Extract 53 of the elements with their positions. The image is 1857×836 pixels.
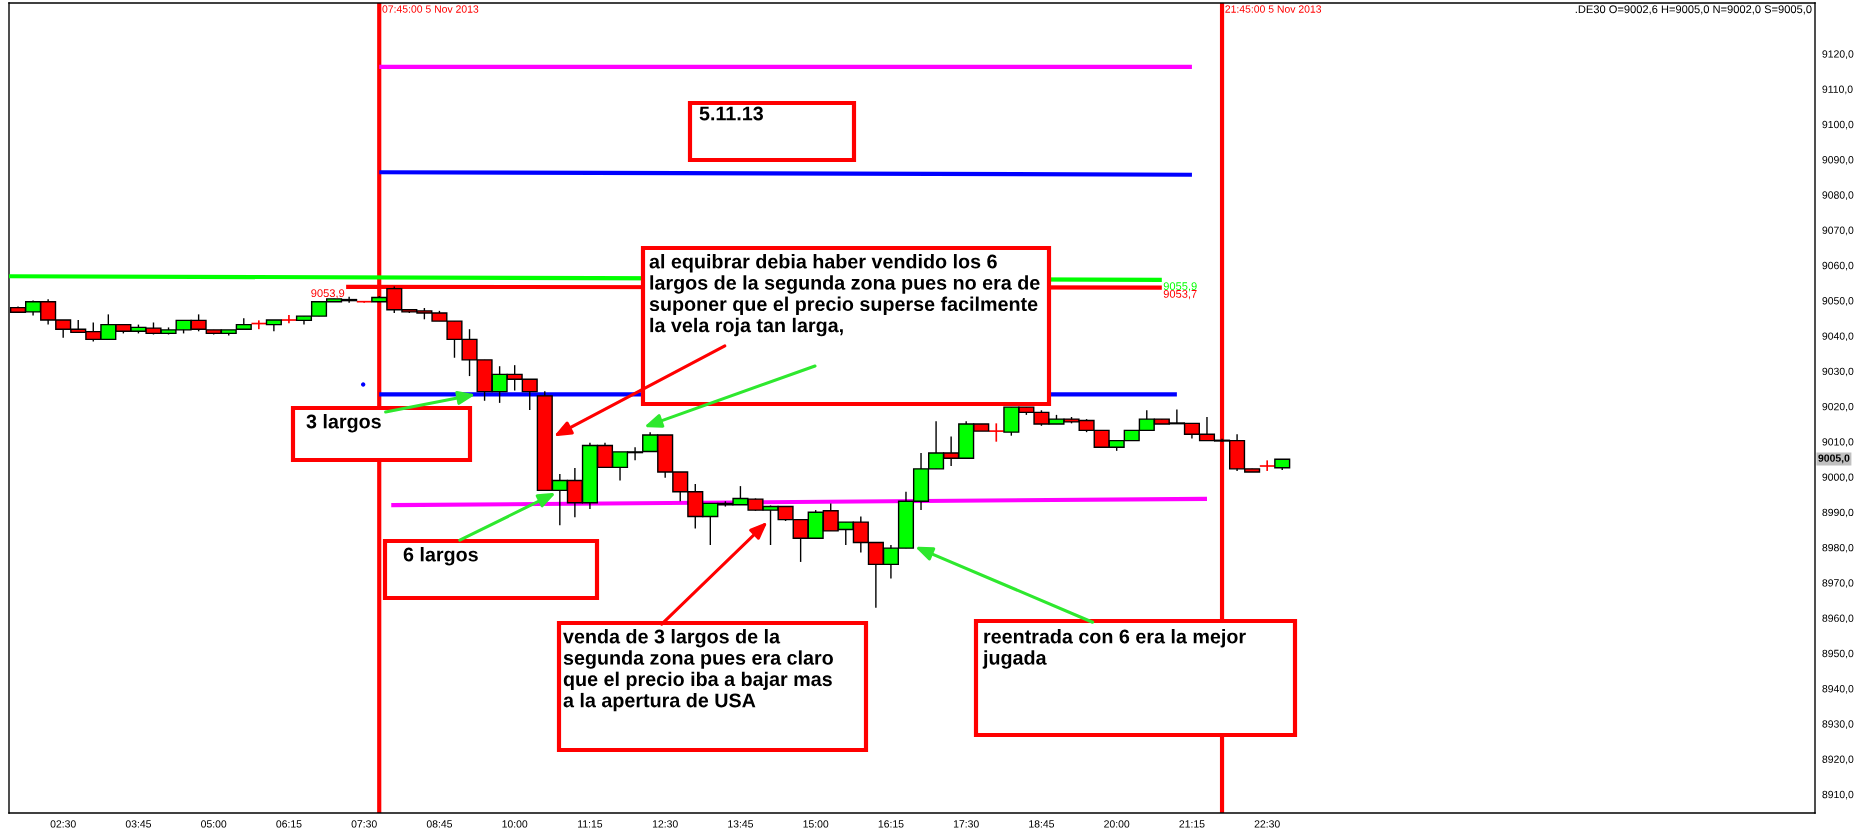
candlestick <box>1258 459 1276 472</box>
y-tick-label: 8980,0 <box>1822 543 1854 553</box>
y-tick-label: 9060,0 <box>1822 261 1854 271</box>
y-tick-label: 9080,0 <box>1822 191 1854 200</box>
x-tick-label: 18:45 <box>1029 820 1055 828</box>
y-tick-label: 9110,0 <box>1822 85 1853 95</box>
y-tick-label: 8940,0 <box>1822 685 1854 694</box>
data-label: 9055,9 <box>1163 282 1197 292</box>
x-tick-label: 21:15 <box>1179 820 1205 828</box>
x-tick-label: 20:00 <box>1104 820 1130 828</box>
x-tick-label: 15:00 <box>803 820 829 828</box>
y-tick-label: 8930,0 <box>1822 720 1854 729</box>
y-tick-label: 9000,0 <box>1822 473 1854 483</box>
x-tick-label: 10:00 <box>502 820 528 828</box>
y-tick-label: 9040,0 <box>1822 332 1854 341</box>
ref-line-label: 07:45:00 5 Nov 2013 <box>382 5 479 13</box>
y-tick-label: 9090,0 <box>1822 156 1854 165</box>
annotation: .DE30 O=9002,6 H=9005,0 N=9002,0 S=9005,0 <box>1575 5 1812 15</box>
x-tick-label: 13:45 <box>728 820 754 828</box>
x-tick-label: 17:30 <box>953 820 979 828</box>
x-tick-label: 05:00 <box>201 820 227 828</box>
x-tick-label: 02:30 <box>50 820 76 828</box>
y-tick-label: 9010,0 <box>1822 438 1854 447</box>
y-tick-label: 8990,0 <box>1822 508 1854 518</box>
y-tick-label: 9100,0 <box>1822 120 1854 130</box>
annotation: 3 largos <box>306 414 381 433</box>
x-tick-label: 08:45 <box>426 820 453 828</box>
y-tick-label: 9030,0 <box>1822 367 1854 377</box>
y-tick-label: 9020,0 <box>1822 402 1854 412</box>
y-tick-label: 9070,0 <box>1822 226 1854 236</box>
annotation: venda de 3 largos de la segunda zona pues era claro que el precio iba a bajar mas a la apertura de USA <box>563 629 833 712</box>
annotation: al equibrar debia haber vendido los 6 largos de la segunda zona pues no era de suponer que el precio superse facilmente la vela roja tan larga, <box>649 254 1040 337</box>
data-label: 9053,9 <box>311 289 345 299</box>
x-tick-label: 12:30 <box>652 820 678 828</box>
y-tick-label: 8970,0 <box>1822 579 1854 588</box>
x-tick-label: 07:30 <box>351 820 377 828</box>
x-tick-label: 11:15 <box>578 820 603 828</box>
y-tick-label: 8920,0 <box>1822 755 1854 765</box>
x-tick-label: 03:45 <box>125 820 152 828</box>
y-tick-label: 9050,0 <box>1822 297 1854 306</box>
y-tick-label: 8910,0 <box>1822 790 1854 800</box>
annotation: 6 largos <box>403 547 478 566</box>
ref-line-label: 21:45:00 5 Nov 2013 <box>1225 5 1322 13</box>
x-tick-label: 06:15 <box>276 820 302 828</box>
data-label: 9053,7 <box>1163 289 1197 300</box>
annotation: 5.11.13 <box>699 106 763 121</box>
x-tick-label: 22:30 <box>1254 820 1280 828</box>
x-tick-label: 16:15 <box>878 820 904 828</box>
y-tick-label: 8950,0 <box>1822 649 1854 659</box>
y-tick-label: 8960,0 <box>1822 614 1854 624</box>
annotation: reentrada con 6 era la mejor jugada <box>982 629 1246 669</box>
y-tick-label: 9120,0 <box>1822 50 1854 59</box>
text: 9005,0 <box>1818 454 1850 464</box>
